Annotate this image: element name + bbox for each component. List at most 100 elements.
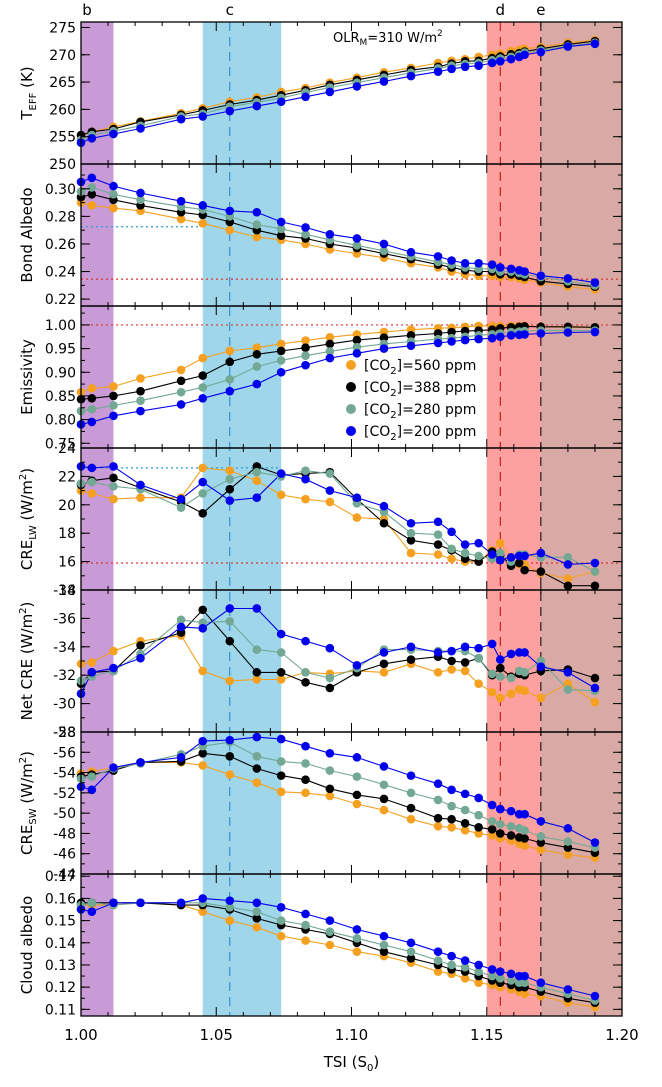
data-point-200-2 [109,181,118,191]
data-point-388-13 [406,536,416,545]
data-point-200-7 [252,898,262,908]
data-point-560-12 [379,805,389,815]
data-point-200-2 [109,763,118,772]
y-tick-label: 0.22 [45,292,76,308]
data-point-200-7 [252,207,262,217]
data-point-200-1 [87,785,97,795]
data-point-200-14 [433,67,443,76]
data-point-200-1 [87,173,97,183]
data-point-280-6 [225,375,235,384]
data-point-560-25 [590,697,600,707]
legend-sub: 2 [390,432,396,443]
y-axis-label-sup: 2 [18,607,29,613]
data-point-200-15 [447,646,456,656]
data-point-280-2 [109,482,118,491]
data-point-560-10 [325,332,335,342]
data-point-280-7 [252,645,262,654]
panel-6: 0.11 0.12 0.13 0.14 0.15 0.16 0.17 Cloud albedo [18,869,623,1018]
data-point-200-19 [495,967,505,976]
data-point-388-12 [379,333,389,343]
data-point-388-13 [406,655,416,664]
data-point-388-23 [536,838,546,847]
data-point-200-25 [590,278,600,287]
data-point-560-8 [276,931,286,941]
panel-0: 250 255 260 265 270 275 TEFF (K) [18,20,623,173]
data-point-200-13 [406,771,416,780]
y-axis-label-sup: 2 [18,474,29,480]
legend-marker-280 [346,404,356,414]
data-point-280-1 [87,898,97,908]
data-point-280-7 [252,362,262,371]
y-axis-label-1: Bond Albedo [18,187,36,282]
data-point-388-8 [276,668,286,677]
annotation-sub: M [360,38,368,48]
data-point-560-17 [474,978,483,988]
data-point-388-5 [198,371,208,380]
x-tick-label: 1.15 [470,1026,503,1044]
data-point-280-10 [325,347,335,356]
data-point-388-25 [590,673,600,683]
data-point-200-7 [252,101,262,111]
data-point-388-15 [447,656,456,666]
y-axis-label-3: CRELW (W/m2) [18,468,39,570]
data-point-200-20 [506,54,516,64]
data-point-388-20 [506,831,516,840]
data-point-200-10 [325,749,335,758]
y-axis-label-unit: (W/m [18,614,36,659]
data-point-280-7 [252,220,262,229]
data-point-200-19 [495,263,505,272]
shaded-region-1 [202,22,282,1016]
x-tick-label: 1.00 [64,1026,97,1044]
data-point-280-10 [325,469,335,478]
y-tick-label: -32 [53,668,76,684]
y-tick-label: 0.17 [45,869,76,885]
data-point-200-6 [225,735,235,745]
data-point-200-19 [495,555,505,565]
data-point-560-18 [487,687,497,697]
data-point-200-23 [536,329,546,338]
data-point-560-1 [87,658,97,667]
data-point-388-7 [252,668,262,677]
data-point-200-7 [252,379,262,389]
data-point-280-3 [136,396,145,405]
y-tick-label: -38 [53,583,76,599]
y-tick-label: 24 [58,441,76,457]
data-point-560-18 [487,831,497,840]
data-point-388-19 [495,829,505,838]
data-point-200-24 [563,42,573,51]
data-point-280-23 [536,832,546,841]
data-point-560-16 [460,666,470,676]
data-point-280-20 [506,822,516,831]
y-tick-label: 0.85 [45,389,76,405]
data-point-388-12 [379,518,389,528]
legend-end: ]=280 ppm [397,402,477,418]
data-point-200-1 [87,463,97,473]
data-point-560-7 [252,343,262,352]
data-point-200-19 [495,655,505,664]
data-point-200-14 [433,947,443,956]
y-axis-label-4: Net CRE (W/m2) [18,602,36,721]
data-point-200-18 [487,550,497,559]
data-point-200-18 [487,965,497,974]
data-point-388-9 [301,775,310,784]
data-point-200-2 [109,462,118,471]
data-point-388-14 [433,813,443,823]
data-point-200-14 [433,252,443,261]
data-point-200-18 [487,58,497,68]
data-point-200-13 [406,71,416,81]
x-axis-label-text: TSI (S [323,1053,367,1071]
data-point-200-15 [447,256,456,265]
data-point-560-6 [225,466,235,476]
data-point-200-1 [87,907,97,917]
data-point-560-14 [433,668,443,677]
legend-end: ]=560 ppm [397,358,477,374]
data-point-200-25 [590,683,600,693]
data-point-200-18 [487,639,497,649]
data-point-560-9 [301,788,310,798]
data-point-388-7 [252,914,262,923]
data-point-388-15 [447,814,456,824]
data-point-200-17 [474,258,483,268]
y-axis-label-text: CRE [18,540,36,570]
data-point-560-2 [109,203,118,213]
